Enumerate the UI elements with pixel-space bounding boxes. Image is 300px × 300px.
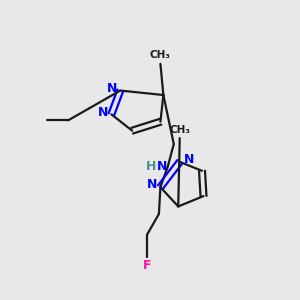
Text: N: N <box>147 178 157 191</box>
Text: N: N <box>107 82 117 95</box>
Text: H: H <box>146 160 157 173</box>
Text: F: F <box>143 259 151 272</box>
Text: N: N <box>98 106 108 119</box>
Text: CH₃: CH₃ <box>150 50 171 61</box>
Text: CH₃: CH₃ <box>169 125 190 135</box>
Text: N: N <box>157 160 168 173</box>
Text: N: N <box>184 153 194 166</box>
